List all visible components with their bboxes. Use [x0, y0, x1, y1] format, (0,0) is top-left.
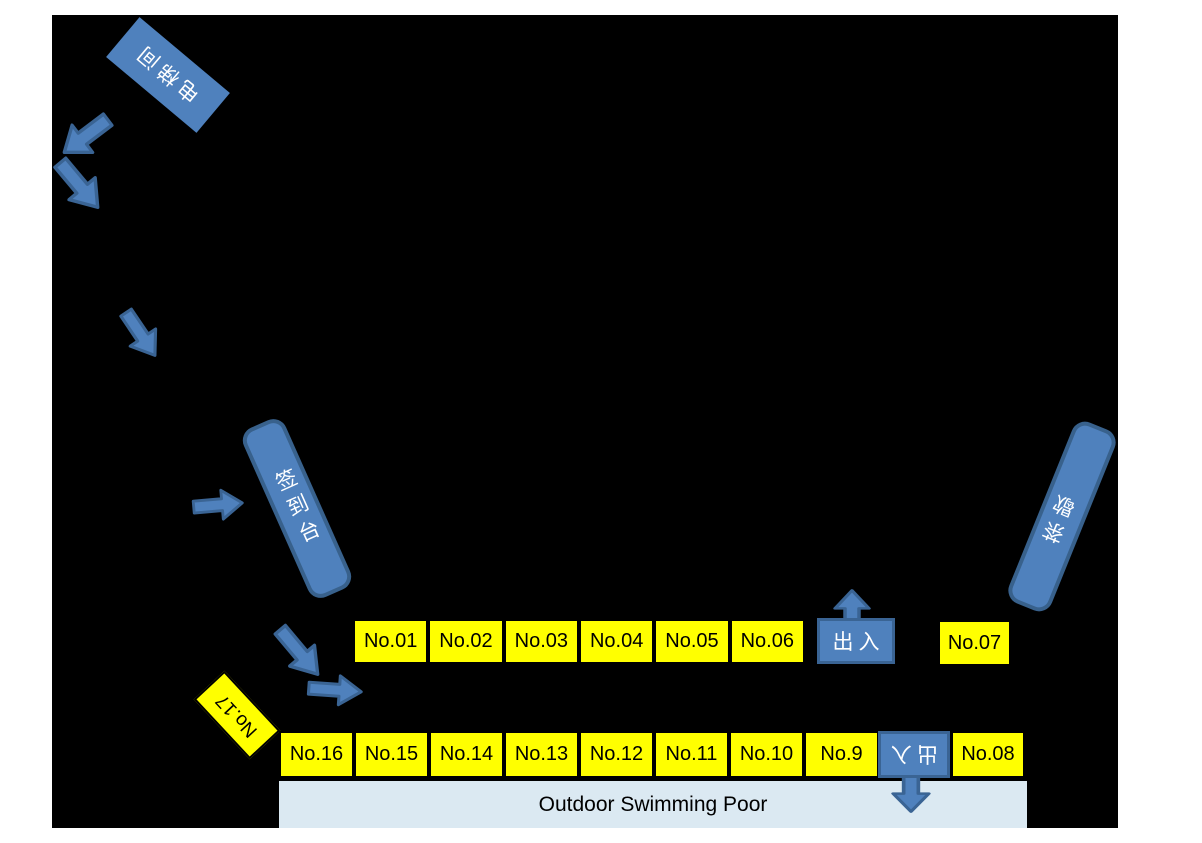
seat-no03: No.03	[503, 619, 579, 664]
exit-bottom-label: 出入	[885, 741, 938, 765]
exit-bottom-box: 出入	[878, 731, 950, 778]
seat-row-2: No.16 No.15 No.14 No.13 No.12 No.11 No.1…	[279, 731, 879, 778]
seat-no08: No.08	[951, 731, 1025, 778]
flow-arrow-down-right-icon	[119, 307, 158, 357]
seat-no14: No.14	[429, 731, 504, 778]
seat-no02: No.02	[428, 619, 504, 664]
flow-arrow-right-icon	[191, 488, 244, 521]
seat-row-1: No.01 No.02 No.03 No.04 No.05 No.06	[353, 619, 805, 664]
flow-arrow-down-left-icon	[62, 112, 114, 155]
seat-no13: No.13	[504, 731, 579, 778]
exit-top-label: 出入	[832, 631, 885, 654]
seat-no11: No.11	[654, 731, 729, 778]
seat-no16: No.16	[279, 731, 354, 778]
seat-no9: No.9	[804, 731, 879, 778]
flow-arrow-down-right-icon	[53, 156, 100, 209]
seat-no12: No.12	[579, 731, 654, 778]
flow-arrow-down-right-icon	[273, 623, 320, 676]
pool-label: Outdoor Swimming Poor	[538, 792, 768, 816]
seat-no01: No.01	[353, 619, 429, 664]
seat-no07: No.07	[938, 620, 1011, 666]
seat-no15: No.15	[354, 731, 429, 778]
flow-arrow-right-icon	[306, 674, 363, 707]
seat-no06: No.06	[729, 619, 805, 664]
exit-top-box: 出入	[817, 618, 895, 664]
seat-no04: No.04	[578, 619, 655, 664]
seat-no05: No.05	[654, 619, 730, 664]
seat-no10: No.10	[729, 731, 804, 778]
